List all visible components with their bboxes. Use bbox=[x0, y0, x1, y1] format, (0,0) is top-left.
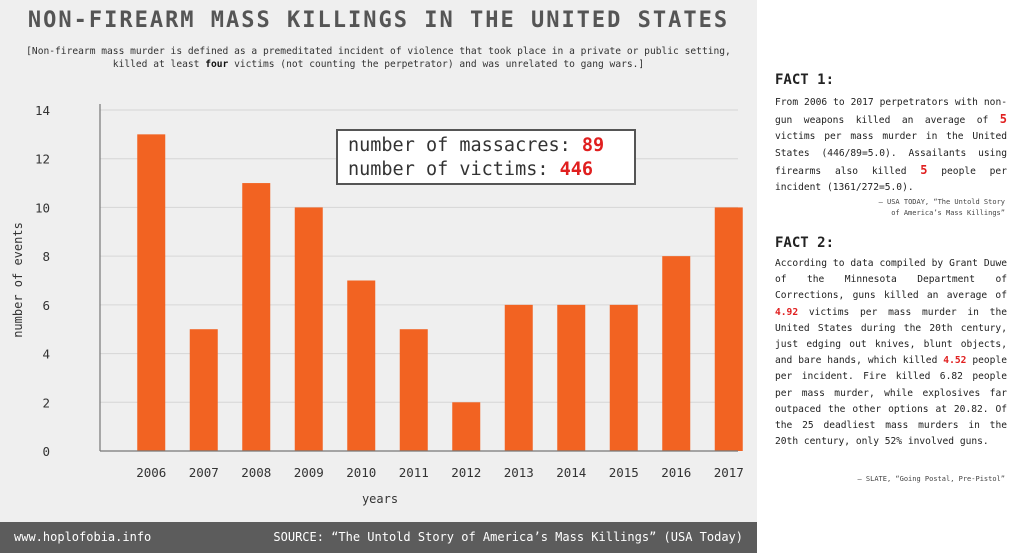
fact1-cite-line1: – USA TODAY, “The Untold Story bbox=[878, 198, 1005, 206]
chart-title: NON-FIREARM MASS KILLINGS IN THE UNITED … bbox=[27, 8, 730, 33]
y-tick-label: 12 bbox=[35, 152, 50, 167]
facts-panel: FACT 1: From 2006 to 2017 perpetrators w… bbox=[775, 0, 1009, 553]
fact1-title: FACT 1: bbox=[775, 72, 835, 88]
bar-2007 bbox=[189, 329, 218, 451]
x-tick-label: 2016 bbox=[661, 465, 691, 480]
fact1-highlight-2: 5 bbox=[920, 162, 928, 177]
bar-2006 bbox=[137, 134, 166, 451]
fact1-text-2: victims per mass murder in the United St… bbox=[775, 131, 1007, 177]
fact1-text-3: people per incident (1361/272=5.0). bbox=[775, 165, 1007, 194]
x-tick-label: 2017 bbox=[714, 465, 744, 480]
victims-stat: number of victims: 446 bbox=[348, 158, 624, 182]
bar-2011 bbox=[399, 329, 428, 451]
massacres-stat: number of massacres: 89 bbox=[348, 134, 624, 158]
chart-axes: 0 2 4 6 8 10 12 14 2006 2007 2008 2009 2010 2011 2012 2… bbox=[35, 103, 744, 480]
x-tick-label: 2013 bbox=[504, 465, 534, 480]
chart-bars bbox=[137, 134, 743, 452]
y-tick-label: 0 bbox=[42, 444, 50, 459]
subtitle-emphasis: four bbox=[205, 59, 229, 70]
y-tick-label: 10 bbox=[35, 200, 50, 215]
fact2-citation: – SLATE, “Going Postal, Pre-Pistol” bbox=[857, 475, 1005, 483]
fact2-text-1: According to data compiled by Grant Duwe… bbox=[775, 258, 1007, 302]
fact2-highlight-2: 4.52 bbox=[943, 355, 967, 367]
y-tick-label: 6 bbox=[42, 298, 50, 313]
fact1-body: From 2006 to 2017 perpetrators with non-… bbox=[775, 95, 1007, 196]
bar-2013 bbox=[504, 304, 533, 451]
stats-box: number of massacres: 89 number of victim… bbox=[336, 129, 636, 185]
fact2-text-3: people per incident. Fire killed 6.82 pe… bbox=[775, 355, 1007, 448]
bar-2012 bbox=[452, 402, 481, 451]
bar-2016 bbox=[662, 256, 691, 451]
fact1-citation: – USA TODAY, “The Untold Story of America… bbox=[785, 197, 1005, 219]
bar-2010 bbox=[347, 280, 376, 451]
chart-subtitle: [Non-firearm mass murder is defined as a… bbox=[20, 45, 737, 71]
bar-2017 bbox=[714, 207, 743, 451]
x-tick-label: 2014 bbox=[556, 465, 586, 480]
x-tick-label: 2011 bbox=[399, 465, 429, 480]
bar-2015 bbox=[609, 304, 638, 451]
fact2-text-2: victims per mass murder in the United St… bbox=[775, 306, 1007, 367]
x-tick-label: 2009 bbox=[294, 465, 324, 480]
fact1-highlight-1: 5 bbox=[999, 112, 1007, 127]
subtitle-text-end: victims (not counting the perpetrator) a… bbox=[228, 59, 645, 70]
chart-panel: NON-FIREARM MASS KILLINGS IN THE UNITED … bbox=[0, 0, 757, 553]
y-tick-label: 8 bbox=[42, 249, 50, 264]
x-tick-label: 2012 bbox=[451, 465, 481, 480]
x-axis-title: years bbox=[362, 492, 398, 506]
y-axis-title: number of events bbox=[11, 222, 25, 338]
fact2-title: FACT 2: bbox=[775, 235, 835, 251]
y-tick-label: 4 bbox=[42, 347, 50, 362]
footer-bar: www.hoplofobia.info SOURCE: “The Untold … bbox=[0, 522, 757, 553]
footer-site-link[interactable]: www.hoplofobia.info bbox=[14, 530, 152, 544]
x-tick-label: 2006 bbox=[136, 465, 166, 480]
victims-label: number of victims: bbox=[348, 159, 560, 180]
x-tick-label: 2010 bbox=[346, 465, 376, 480]
bar-chart: 0 2 4 6 8 10 12 14 2006 2007 2008 2009 2010 2011 2012 2… bbox=[11, 103, 744, 506]
subtitle-text-start: [Non-firearm mass murder is defined as a… bbox=[26, 46, 731, 70]
fact1-cite-line2: of America’s Mass Killings” bbox=[891, 209, 1005, 217]
fact2-highlight-1: 4.92 bbox=[775, 306, 799, 318]
x-tick-label: 2007 bbox=[189, 465, 219, 480]
bar-2008 bbox=[242, 183, 271, 452]
massacres-value: 89 bbox=[581, 135, 605, 156]
footer-source: SOURCE: “The Untold Story of America’s M… bbox=[273, 530, 743, 544]
massacres-label: number of massacres: bbox=[348, 135, 582, 156]
victims-value: 446 bbox=[559, 159, 594, 180]
x-tick-label: 2015 bbox=[609, 465, 639, 480]
y-tick-label: 14 bbox=[35, 103, 50, 118]
x-tick-label: 2008 bbox=[241, 465, 271, 480]
bar-2014 bbox=[557, 304, 586, 451]
fact2-body: According to data compiled by Grant Duwe… bbox=[775, 256, 1007, 450]
y-tick-label: 2 bbox=[42, 395, 50, 410]
bar-2009 bbox=[294, 207, 323, 451]
fact1-text-1: From 2006 to 2017 perpetrators with non-… bbox=[775, 97, 1007, 127]
